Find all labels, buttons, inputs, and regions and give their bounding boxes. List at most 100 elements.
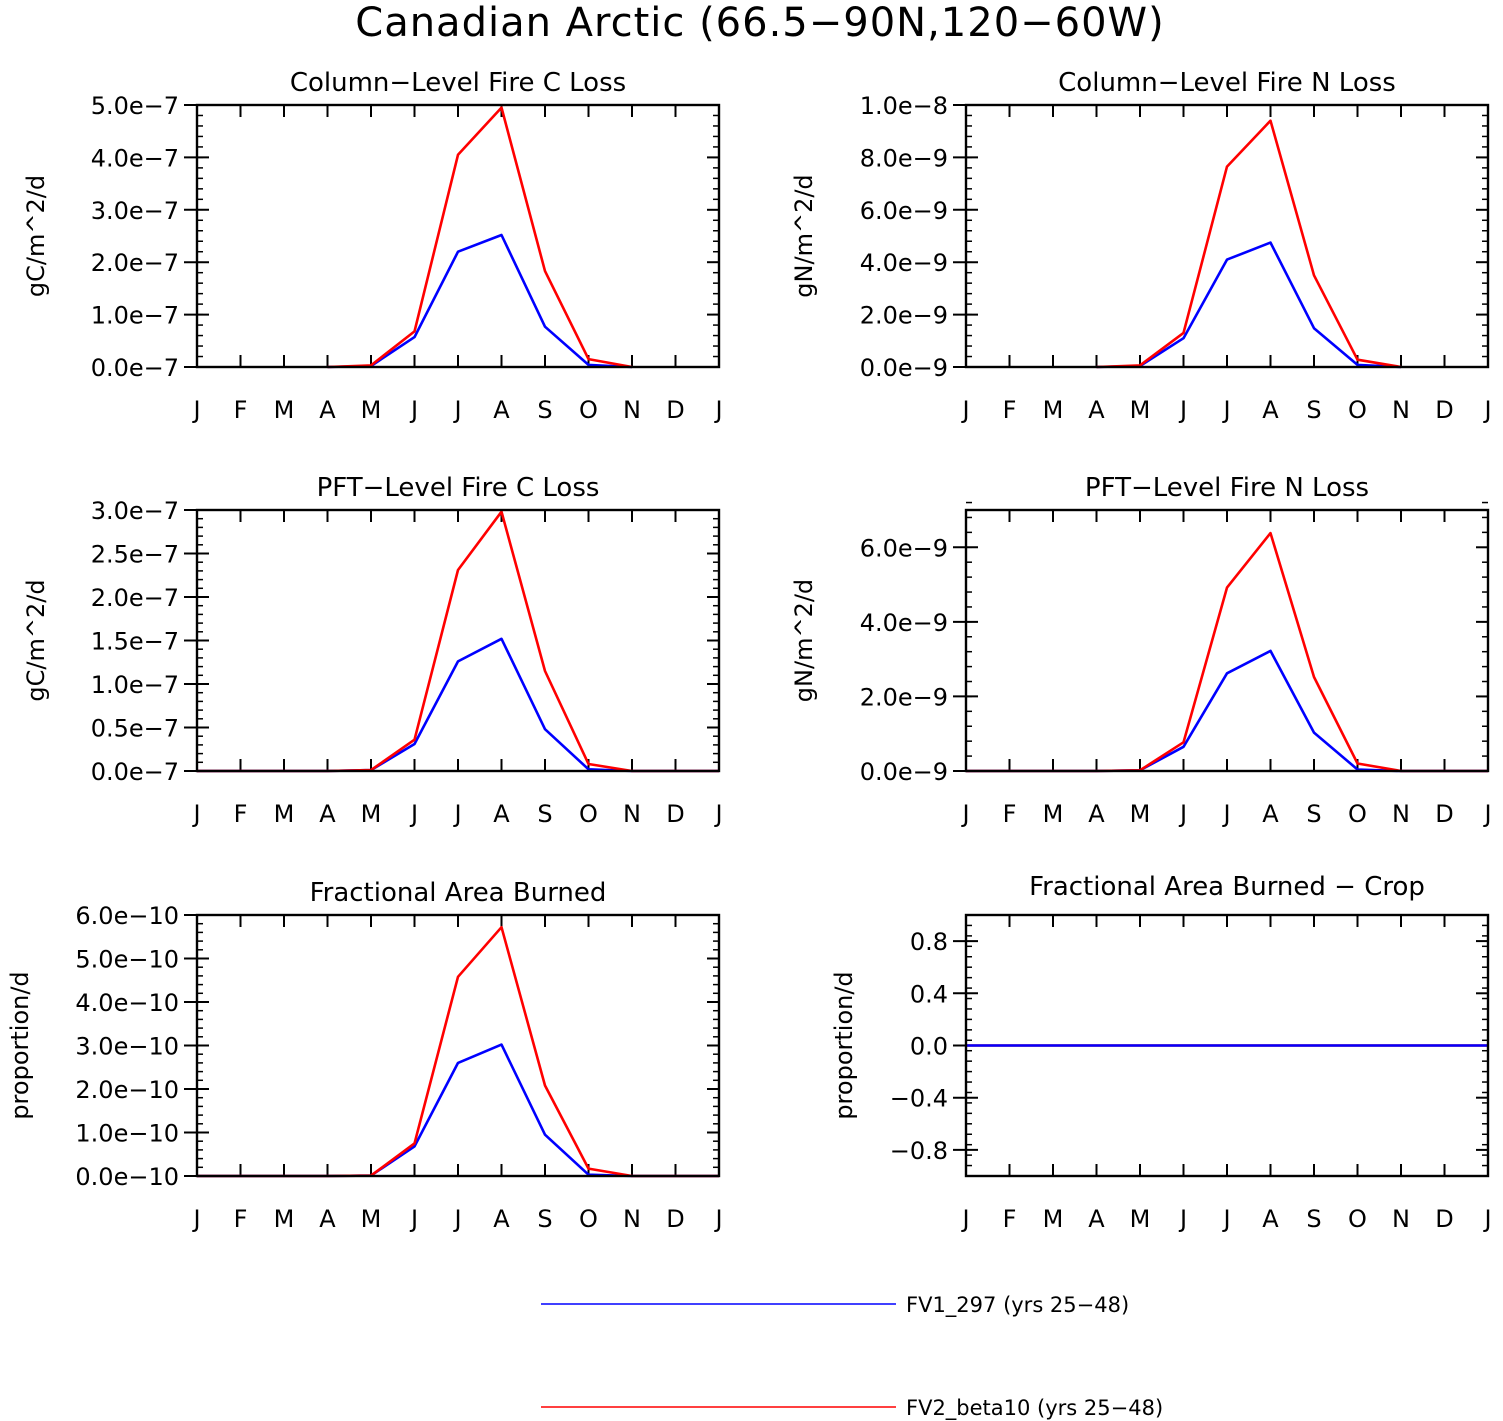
- series-line-fv1-297: [1096, 241, 1402, 369]
- x-tick-label: D: [666, 396, 684, 424]
- x-tick-label: N: [1392, 800, 1410, 828]
- x-tick-label: M: [361, 396, 382, 424]
- x-tick-label: J: [1221, 800, 1230, 828]
- x-tick-label: D: [666, 1205, 684, 1233]
- x-tick-label: J: [1482, 396, 1491, 424]
- panel-title: PFT−Level Fire C Loss: [317, 473, 600, 503]
- x-tick-label: A: [1262, 800, 1279, 828]
- y-axis-label: proportion/d: [830, 971, 858, 1119]
- y-tick-label: 1.0e−7: [91, 671, 179, 699]
- x-tick-label: A: [493, 800, 510, 828]
- x-tick-label: M: [274, 1205, 295, 1233]
- y-tick-label: 0.0: [910, 1033, 948, 1061]
- panel-6: Fractional Area Burned − Crop proportion/…: [830, 872, 1492, 1233]
- x-tick-label: M: [361, 800, 382, 828]
- y-tick-label: 2.0e−10: [75, 1076, 179, 1104]
- x-tick-label: S: [1306, 800, 1321, 828]
- x-tick-label: J: [452, 396, 461, 424]
- y-tick-label: 3.0e−7: [91, 197, 179, 225]
- y-tick-label: 1.0e−7: [91, 302, 179, 330]
- y-tick-label: 4.0e−10: [75, 989, 179, 1017]
- legend: FV1_297 (yrs 25−48) FV2_beta10 (yrs 25−4…: [541, 1293, 1163, 1421]
- y-tick-label: 0.5e−7: [91, 715, 179, 743]
- x-tick-label: J: [960, 396, 969, 424]
- y-tick-label: 0.8: [910, 928, 948, 956]
- y-tick-label: 6.0e−10: [75, 902, 179, 930]
- x-tick-label: F: [1003, 800, 1017, 828]
- x-tick-label: M: [1130, 396, 1151, 424]
- y-tick-label: 2.0e−9: [860, 302, 948, 330]
- plot-frame: [195, 508, 721, 773]
- x-tick-label: J: [409, 396, 418, 424]
- y-tick-label: 5.0e−7: [91, 92, 179, 120]
- y-tick-label: 6.0e−9: [860, 534, 948, 562]
- panel-title: Column−Level Fire C Loss: [290, 68, 626, 98]
- x-tick-label: M: [1043, 1205, 1064, 1233]
- series-line-fv2-beta10: [1096, 119, 1402, 369]
- x-tick-label: S: [537, 1205, 552, 1233]
- y-axis-label: gN/m^2/d: [790, 174, 818, 297]
- legend-label-fv2-beta10: FV2_beta10 (yrs 25−48): [906, 1396, 1163, 1421]
- x-tick-label: N: [1392, 1205, 1410, 1233]
- x-tick-label: M: [274, 396, 295, 424]
- x-tick-label: M: [1043, 800, 1064, 828]
- x-tick-label: J: [191, 800, 200, 828]
- x-tick-label: F: [234, 800, 248, 828]
- plot-frame: [964, 103, 1490, 369]
- x-tick-label: S: [1306, 396, 1321, 424]
- x-tick-label: J: [409, 1205, 418, 1233]
- x-tick-label: A: [493, 396, 510, 424]
- y-tick-label: 2.0e−7: [91, 584, 179, 612]
- x-tick-label: A: [319, 800, 336, 828]
- x-tick-label: F: [1003, 396, 1017, 424]
- x-tick-label: A: [1088, 1205, 1105, 1233]
- plot-frame: [964, 913, 1490, 1178]
- y-axis-label: gC/m^2/d: [22, 579, 50, 701]
- x-tick-label: M: [1130, 800, 1151, 828]
- x-tick-label: A: [493, 1205, 510, 1233]
- y-tick-label: 3.0e−7: [91, 497, 179, 525]
- y-tick-label: 0.0e−9: [860, 758, 948, 786]
- x-tick-label: A: [1088, 800, 1105, 828]
- x-tick-label: J: [713, 1205, 722, 1233]
- y-tick-label: 2.0e−7: [91, 249, 179, 277]
- x-tick-label: F: [234, 396, 248, 424]
- x-tick-label: N: [623, 396, 641, 424]
- x-tick-label: N: [623, 800, 641, 828]
- x-tick-label: S: [537, 396, 552, 424]
- y-tick-label: 1.0e−10: [75, 1120, 179, 1148]
- x-tick-label: J: [409, 800, 418, 828]
- y-axis-label: gN/m^2/d: [790, 579, 818, 702]
- x-tick-label: J: [1178, 800, 1187, 828]
- y-tick-label: 5.0e−10: [75, 946, 179, 974]
- x-tick-label: J: [713, 800, 722, 828]
- y-tick-label: 4.0e−7: [91, 144, 179, 172]
- x-tick-label: A: [1262, 396, 1279, 424]
- x-tick-label: F: [1003, 1205, 1017, 1233]
- x-tick-label: A: [1088, 396, 1105, 424]
- x-tick-label: D: [1435, 1205, 1453, 1233]
- y-tick-label: 1.0e−8: [860, 92, 948, 120]
- y-tick-label: 0.4: [910, 980, 948, 1008]
- x-tick-label: M: [361, 1205, 382, 1233]
- x-tick-label: D: [1435, 396, 1453, 424]
- plot-frame: [195, 103, 721, 369]
- y-tick-label: −0.4: [890, 1085, 948, 1113]
- y-tick-label: 0.0e−7: [91, 354, 179, 382]
- series-line-fv1-297: [197, 637, 719, 773]
- x-tick-label: O: [579, 1205, 598, 1233]
- figure-title: Canadian Arctic (66.5−90N,120−60W): [355, 0, 1164, 46]
- y-tick-label: 6.0e−9: [860, 197, 948, 225]
- series-line-fv2-beta10: [327, 106, 633, 369]
- y-tick-label: 0.0e−7: [91, 758, 179, 786]
- panel-title: Column−Level Fire N Loss: [1058, 68, 1396, 98]
- x-tick-label: J: [1221, 1205, 1230, 1233]
- series-line-fv1-297: [197, 1043, 719, 1178]
- x-tick-label: J: [1178, 1205, 1187, 1233]
- series-line-fv2-beta10: [197, 510, 719, 773]
- x-tick-label: J: [1482, 1205, 1491, 1233]
